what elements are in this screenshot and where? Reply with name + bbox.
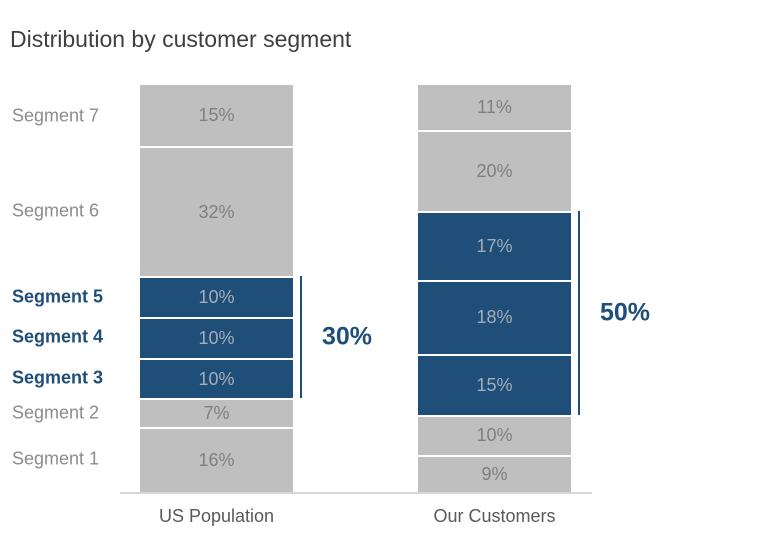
segment-value-label: 10% (476, 425, 513, 446)
segment-value-label: 10% (198, 327, 235, 348)
bar-segment: 15% (140, 85, 293, 147)
segment-name-label: Segment 6 (12, 200, 100, 221)
segment-value-label: 17% (476, 236, 513, 257)
segment-value-label: 11% (477, 96, 512, 117)
segment-value-label: 18% (476, 307, 513, 328)
chart-title: Distribution by customer segment (10, 26, 352, 52)
segment-value-label: 7% (203, 403, 230, 424)
bar-segment: 10% (140, 357, 293, 399)
segment-value-label: 9% (481, 464, 508, 485)
bar-segment: 17% (418, 211, 571, 281)
segment-name-label: Segment 7 (12, 105, 100, 126)
bar-segment: 10% (140, 276, 293, 317)
highlight-total-label: 50% (600, 298, 651, 327)
bar-segment: 7% (140, 398, 293, 427)
bar-segment: 16% (140, 426, 293, 492)
bar-segment: 20% (418, 129, 571, 212)
highlight-bracket (578, 211, 580, 415)
segment-name-label: Segment 4 (12, 326, 104, 347)
segment-value-label: 10% (198, 368, 235, 389)
segment-name-label: Segment 5 (12, 286, 104, 307)
highlight-total-label: 30% (322, 322, 373, 351)
highlight-bracket (300, 276, 302, 399)
segment-name-label: Segment 1 (12, 448, 100, 469)
segment-name-label: Segment 2 (12, 402, 100, 423)
bar-segment: 32% (140, 146, 293, 277)
segment-value-label: 15% (476, 374, 513, 395)
x-axis-line (120, 492, 592, 494)
bar-segment: 10% (418, 414, 571, 456)
segment-name-label: Segment 3 (12, 367, 104, 388)
bar-segment: 9% (418, 455, 571, 492)
bar-segment: 11% (418, 85, 571, 130)
bar-segment: 18% (418, 280, 571, 354)
segment-value-label: 20% (476, 160, 513, 181)
segment-value-label: 15% (198, 105, 235, 126)
category-label: US Population (158, 506, 275, 526)
segment-value-label: 32% (198, 201, 235, 222)
bar-segment: 15% (418, 353, 571, 415)
stacked-bar: 15% 32% 10% 10% 10% 7% 16% (140, 85, 293, 492)
category-label: Our Customers (433, 506, 556, 526)
segment-value-label: 16% (198, 449, 235, 470)
segment-value-label: 10% (198, 287, 235, 308)
stacked-bar: 11% 20% 17% 18% 15% 10% 9% (418, 85, 571, 492)
bar-segment: 10% (140, 316, 293, 358)
